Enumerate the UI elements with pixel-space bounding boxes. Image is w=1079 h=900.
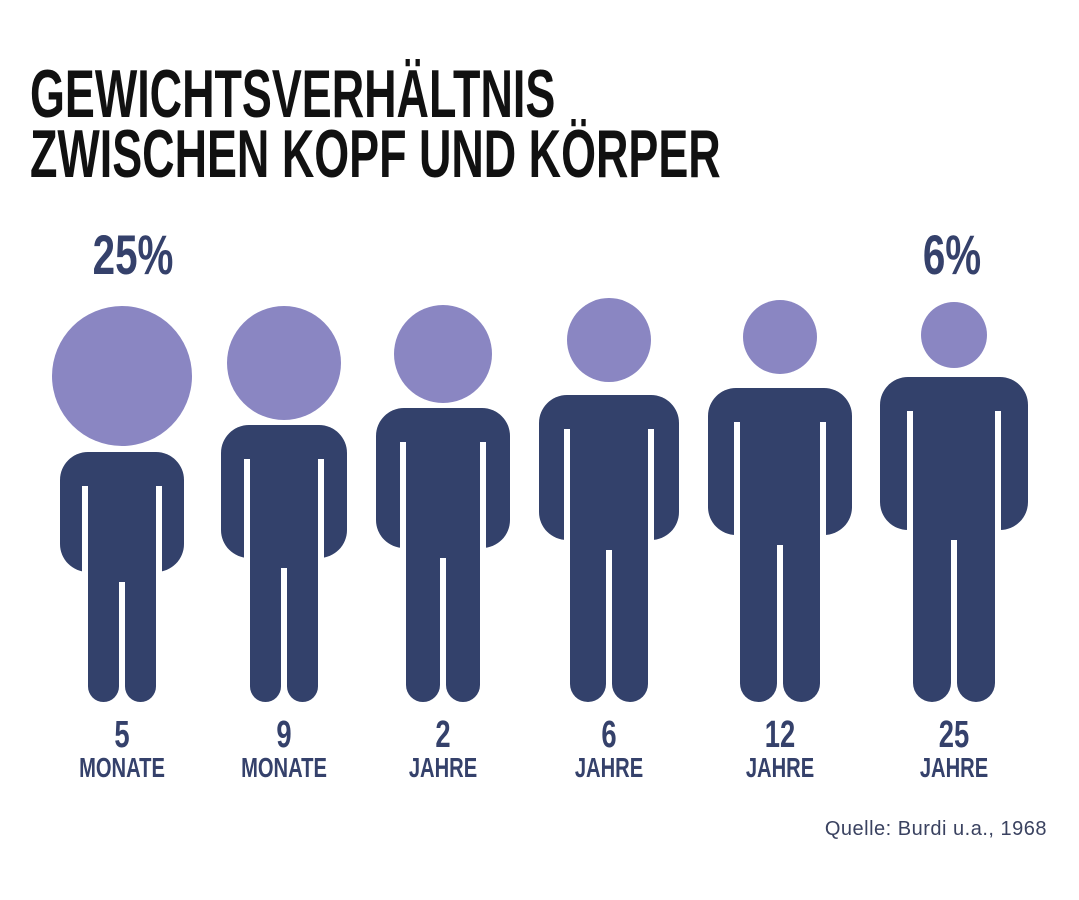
- figure-head: [567, 298, 651, 382]
- category-label: 5 MONATE: [50, 716, 194, 782]
- category-unit: JAHRE: [574, 752, 644, 783]
- value-label-last: 6%: [922, 223, 982, 286]
- chart-title-line-1: GEWICHTSVERHÄLTNIS: [30, 56, 556, 132]
- category-number: 5: [114, 714, 130, 756]
- category-label: 2 JAHRE: [371, 716, 515, 782]
- figure-3: [376, 305, 510, 702]
- figure-right-leg: [612, 500, 648, 702]
- category-number: 2: [435, 714, 451, 756]
- figure-2: [221, 306, 347, 702]
- figure-hips: [570, 425, 648, 550]
- source-note: Quelle: Burdi u.a., 1968: [824, 818, 1047, 840]
- arm-gap: [480, 442, 486, 582]
- figure-hips: [740, 418, 820, 545]
- figure-6: [880, 302, 1028, 702]
- category-number: 12: [764, 714, 796, 756]
- figure-head: [52, 306, 192, 446]
- chart-title-line-2: ZWISCHEN KOPF UND KÖRPER: [30, 116, 721, 192]
- category-label: 9 MONATE: [212, 716, 356, 782]
- category-unit: JAHRE: [408, 752, 478, 783]
- figure-head: [227, 306, 341, 420]
- arm-gap: [244, 459, 250, 592]
- category-label: 25 JAHRE: [882, 716, 1026, 782]
- category-label: 6 JAHRE: [537, 716, 681, 782]
- category-unit: JAHRE: [919, 752, 989, 783]
- arm-gap: [995, 411, 1001, 564]
- figure-right-leg: [957, 490, 995, 702]
- figure-head: [394, 305, 492, 403]
- category-number: 6: [601, 714, 617, 756]
- figure-4: [539, 298, 679, 702]
- figure-head: [921, 302, 987, 368]
- category-unit: JAHRE: [745, 752, 815, 783]
- category-unit: MONATE: [241, 752, 327, 783]
- figure-5: [708, 300, 852, 702]
- category-number: 9: [276, 714, 292, 756]
- category-number: 25: [938, 714, 970, 756]
- category-unit: MONATE: [79, 752, 165, 783]
- figure-left-leg: [570, 500, 606, 702]
- figure-right-leg: [783, 495, 820, 702]
- figure-hips: [406, 438, 480, 558]
- figure-left-leg: [913, 490, 951, 702]
- arm-gap: [156, 486, 162, 606]
- arm-gap: [400, 442, 406, 582]
- figure-hips: [250, 455, 318, 568]
- arm-gap: [734, 422, 740, 569]
- arm-gap: [564, 429, 570, 574]
- figure-head: [743, 300, 817, 374]
- arm-gap: [648, 429, 654, 574]
- arm-gap: [318, 459, 324, 592]
- figure-1: [52, 306, 192, 702]
- value-label-first: 25%: [92, 223, 174, 286]
- category-label: 12 JAHRE: [708, 716, 852, 782]
- figure-left-leg: [740, 495, 777, 702]
- arm-gap: [820, 422, 826, 569]
- figure-hips: [88, 482, 156, 582]
- figure-hips: [913, 407, 995, 540]
- arm-gap: [82, 486, 88, 606]
- arm-gap: [907, 411, 913, 564]
